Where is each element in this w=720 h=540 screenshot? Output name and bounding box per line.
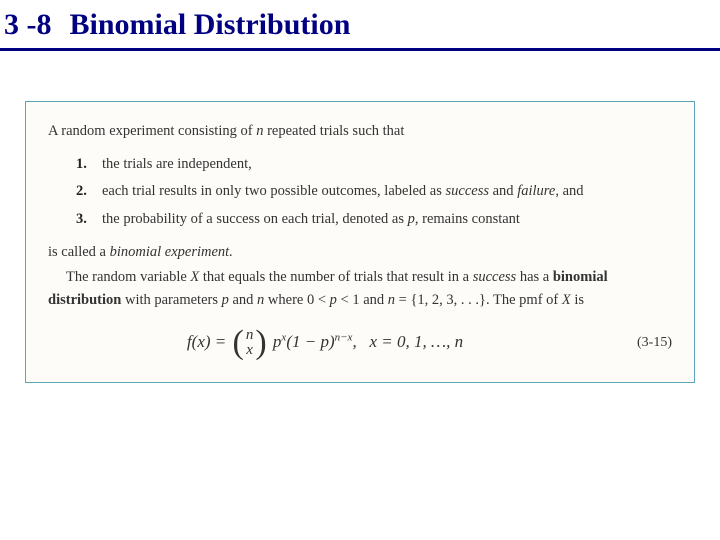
section-title: Binomial Distribution: [70, 8, 351, 42]
slide-header: 3 -8 Binomial Distribution: [0, 0, 720, 51]
formula-row: f(x) = (nx) px(1 − p)n−x, x = 0, 1, …, n…: [48, 326, 672, 360]
conditions-list: 1. the trials are independent, 2. each t…: [48, 153, 672, 231]
list-number: 3.: [76, 208, 102, 231]
pmf-formula: f(x) = (nx) px(1 − p)n−x, x = 0, 1, …, n: [48, 326, 602, 360]
intro-text: A random experiment consisting of n repe…: [48, 120, 672, 143]
binomial-coefficient: (nx): [233, 326, 267, 360]
list-text: the probability of a success on each tri…: [102, 208, 672, 231]
list-item: 2. each trial results in only two possib…: [76, 180, 672, 203]
definition-box: A random experiment consisting of n repe…: [25, 101, 695, 383]
definition-paragraph: The random variable X that equals the nu…: [48, 266, 672, 312]
list-text: the trials are independent,: [102, 153, 672, 176]
list-item: 3. the probability of a success on each …: [76, 208, 672, 231]
list-text: each trial results in only two possible …: [102, 180, 672, 203]
list-number: 2.: [76, 180, 102, 203]
called-line: is called a binomial experiment.: [48, 241, 672, 264]
list-number: 1.: [76, 153, 102, 176]
list-item: 1. the trials are independent,: [76, 153, 672, 176]
section-number: 3 -8: [4, 8, 52, 42]
equation-number: (3-15): [602, 332, 672, 354]
